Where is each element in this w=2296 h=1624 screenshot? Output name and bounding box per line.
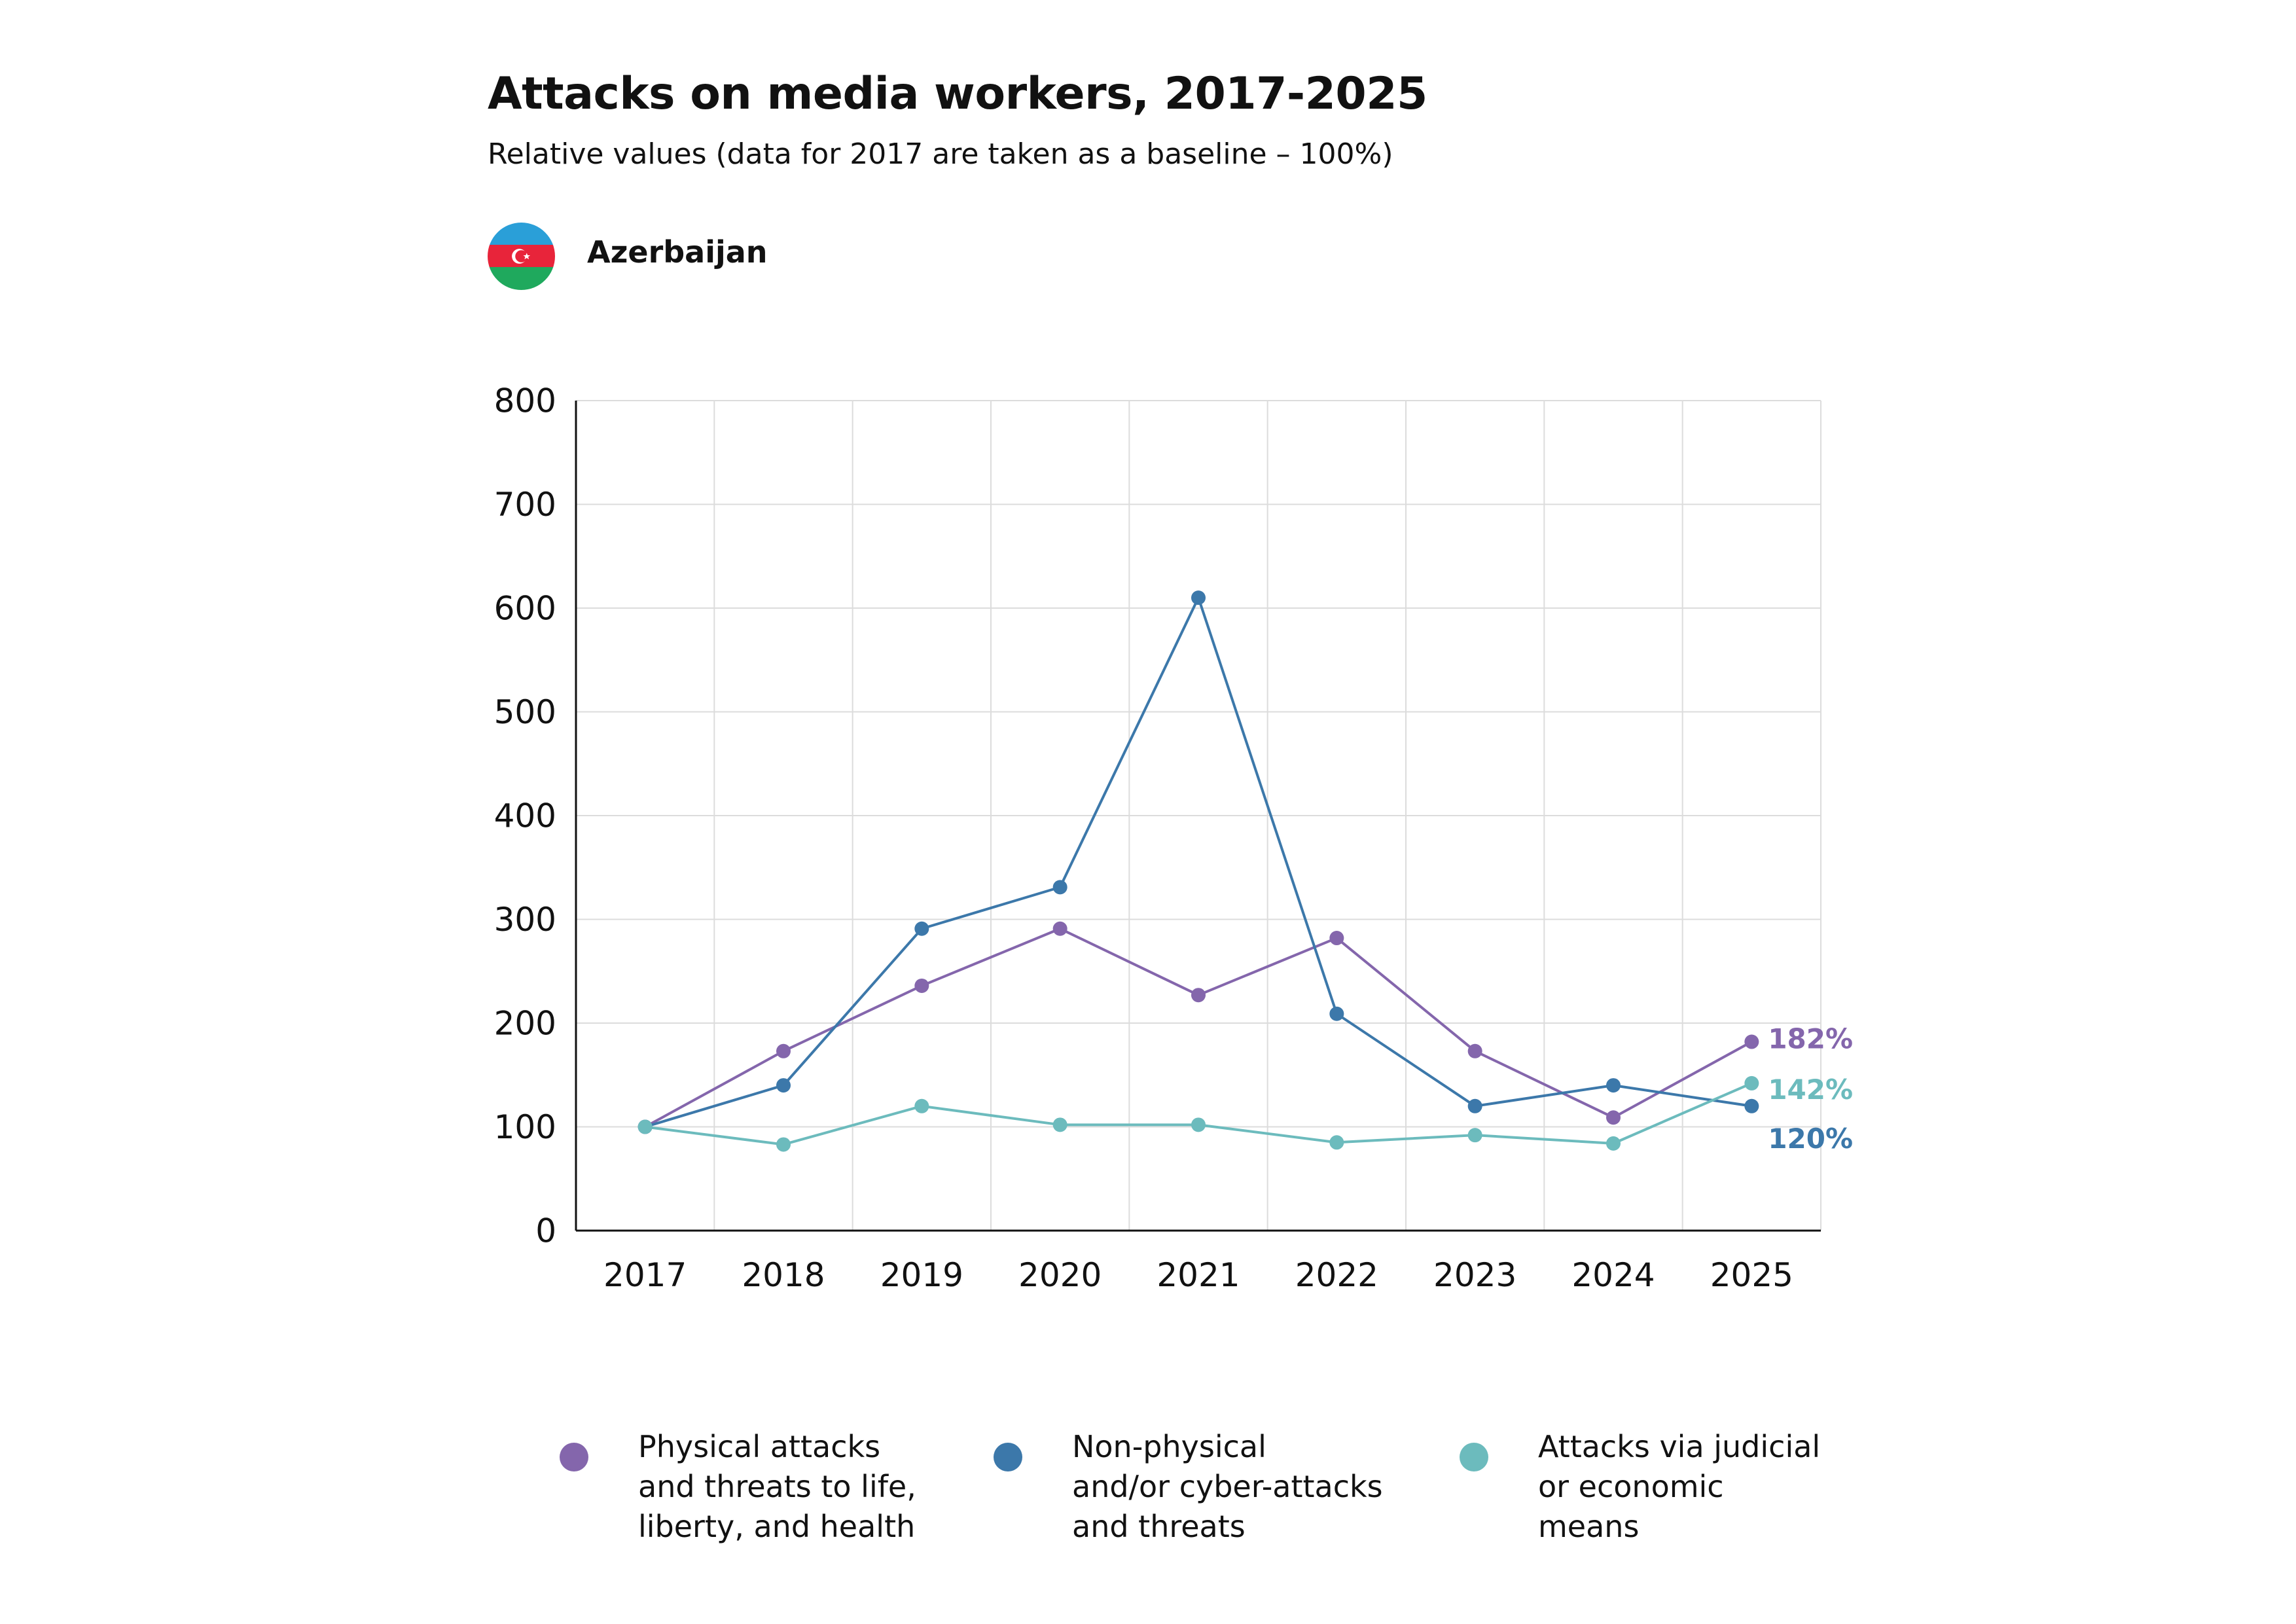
data-point — [1191, 1117, 1206, 1132]
end-value-label: 120% — [1768, 1123, 1853, 1155]
data-point — [1329, 1135, 1344, 1150]
x-tick-label: 2023 — [1433, 1256, 1516, 1294]
x-tick-label: 2020 — [1018, 1256, 1102, 1294]
y-tick-label: 100 — [494, 1108, 556, 1146]
data-point — [776, 1078, 791, 1093]
data-point — [1744, 1075, 1759, 1091]
chart-subtitle: Relative values (data for 2017 are taken… — [488, 137, 1393, 171]
legend-item-non-physical: Non-physical and/or cyber-attacks and th… — [994, 1427, 1383, 1547]
data-point — [1606, 1078, 1621, 1093]
series-lines — [637, 590, 1759, 1152]
x-tick-label: 2021 — [1157, 1256, 1240, 1294]
axes — [575, 401, 1821, 1232]
data-point — [914, 921, 929, 936]
chart-title: Attacks on media workers, 2017-2025 — [488, 68, 1427, 120]
y-tick-label: 400 — [494, 797, 556, 835]
legend-item-physical: Physical attacks and threats to life, li… — [560, 1427, 916, 1547]
data-point — [1744, 1034, 1759, 1049]
x-tick-label: 2019 — [880, 1256, 963, 1294]
grid-lines — [576, 400, 1821, 1231]
x-tick-label: 2022 — [1295, 1256, 1378, 1294]
data-point — [1467, 1098, 1482, 1113]
y-tick-label: 200 — [494, 1005, 556, 1043]
labels: 0 100 200 300 400 500 600 700 800 2017 2018 2019 202… — [494, 382, 1854, 1295]
y-tick-label: 700 — [494, 486, 556, 524]
end-value-label: 142% — [1768, 1074, 1853, 1106]
data-point — [1467, 1043, 1482, 1058]
data-point — [1744, 1098, 1759, 1113]
legend-dot-physical — [560, 1443, 588, 1471]
data-point — [1052, 880, 1067, 895]
data-point — [1467, 1128, 1482, 1143]
x-tick-label: 2025 — [1710, 1256, 1793, 1294]
data-point — [1191, 988, 1206, 1003]
x-tick-label: 2024 — [1571, 1256, 1655, 1294]
data-point — [776, 1043, 791, 1058]
data-point — [1606, 1110, 1621, 1125]
legend-dot-judicial — [1460, 1443, 1488, 1471]
data-point — [637, 1119, 653, 1134]
data-point — [1329, 931, 1344, 946]
y-tick-label: 300 — [494, 901, 556, 939]
y-tick-label: 0 — [535, 1212, 556, 1250]
data-point — [1606, 1136, 1621, 1151]
y-tick-label: 500 — [494, 693, 556, 731]
series-line-0 — [644, 927, 1753, 1128]
data-point — [1191, 590, 1206, 605]
legend-label-judicial: Attacks via judicial or economic means — [1538, 1429, 1821, 1544]
azerbaijan-flag-icon — [488, 223, 555, 290]
series-line-2 — [645, 1082, 1753, 1146]
country-label: Azerbaijan — [587, 234, 768, 270]
y-tick-label: 800 — [494, 382, 556, 420]
legend-item-judicial: Attacks via judicial or economic means — [1460, 1427, 1820, 1547]
data-point — [914, 978, 929, 993]
data-point — [776, 1137, 791, 1152]
legend-label-physical: Physical attacks and threats to life, li… — [638, 1429, 916, 1544]
legend-dot-non-physical — [994, 1443, 1022, 1471]
x-tick-label: 2017 — [603, 1256, 687, 1294]
data-point — [914, 1098, 929, 1113]
data-point — [1329, 1006, 1344, 1021]
y-tick-label: 600 — [494, 590, 556, 628]
end-value-label: 182% — [1768, 1023, 1853, 1055]
data-point — [1052, 1117, 1067, 1132]
legend-label-non-physical: Non-physical and/or cyber-attacks and th… — [1072, 1429, 1383, 1544]
x-tick-label: 2018 — [742, 1256, 825, 1294]
series-line-1 — [645, 596, 1752, 1128]
data-point — [1052, 921, 1067, 936]
